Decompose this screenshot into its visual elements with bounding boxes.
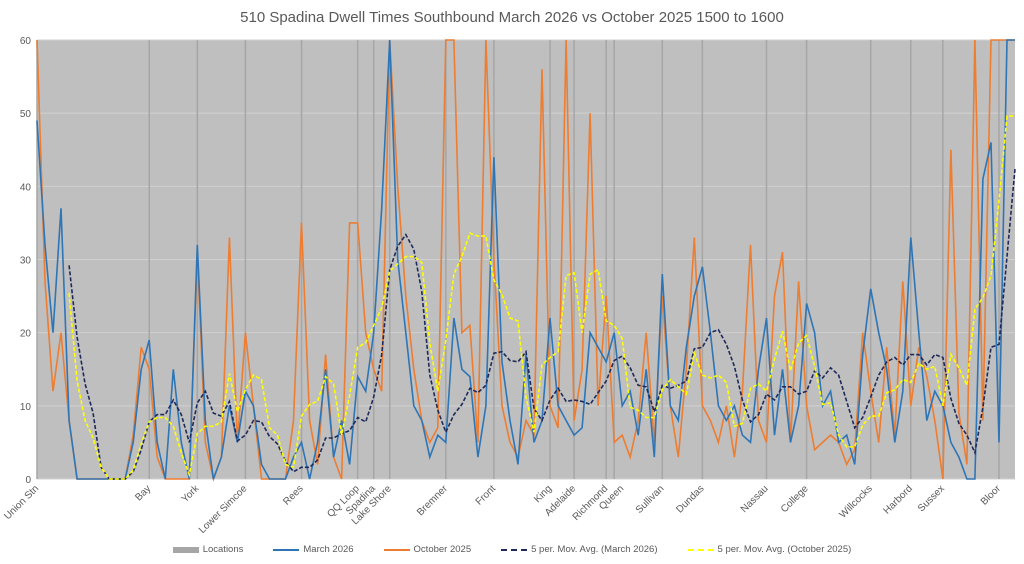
y-tick-label: 0 [25, 475, 31, 486]
legend-swatch-march [273, 548, 300, 551]
legend-label: Locations [202, 544, 244, 555]
y-tick-label: 50 [20, 109, 32, 120]
x-tick-label: Rees [281, 483, 305, 507]
x-tick-label: Harbord [882, 483, 915, 516]
x-tick-label: Union Stn [2, 483, 41, 522]
legend-swatch-ma-march [501, 548, 528, 551]
x-tick-label: Sussex [916, 483, 947, 514]
moving-average-october-2025 [68, 115, 1015, 480]
legend-ma-march: 5 per. Mov. Avg. (March 2026) [501, 544, 658, 555]
x-tick-label: Front [474, 483, 498, 507]
y-tick-label: 30 [20, 256, 32, 267]
x-tick-label: Sullivan [634, 483, 667, 516]
x-tick-label: Dundas [674, 483, 706, 515]
legend-october-2025: October 2025 [383, 544, 472, 555]
legend-label: 5 per. Mov. Avg. (October 2025) [717, 544, 852, 555]
x-tick-label: Willcocks [838, 483, 875, 520]
y-tick-label: 10 [20, 402, 32, 413]
x-tick-label: Lower Simcoe [197, 483, 250, 536]
legend-label: March 2026 [303, 544, 354, 555]
y-tick-label: 20 [20, 329, 32, 340]
chart-title: 510 Spadina Dwell Times Southbound March… [240, 9, 784, 26]
chart-legend: Locations March 2026 October 2025 5 per.… [0, 544, 1024, 555]
legend-ma-october: 5 per. Mov. Avg. (October 2025) [687, 544, 852, 555]
legend-swatch-ma-october [687, 548, 714, 551]
x-tick-label: York [180, 483, 202, 505]
x-tick-label: Bay [133, 483, 153, 503]
y-tick-label: 40 [20, 182, 32, 193]
legend-locations: Locations [172, 544, 244, 555]
legend-label: October 2025 [413, 544, 472, 555]
x-tick-label: Bloor [979, 483, 1004, 508]
x-tick-label: College [779, 483, 811, 515]
legend-march-2026: March 2026 [273, 544, 354, 555]
dwell-time-chart: 510 Spadina Dwell Times Southbound March… [2, 9, 1016, 536]
legend-swatch-locations [172, 546, 199, 553]
x-tick-label: Nassau [739, 483, 771, 515]
x-tick-label: Bremner [415, 483, 450, 518]
legend-swatch-october [383, 548, 410, 551]
legend-label: 5 per. Mov. Avg. (March 2026) [531, 544, 658, 555]
y-tick-label: 60 [20, 36, 32, 47]
